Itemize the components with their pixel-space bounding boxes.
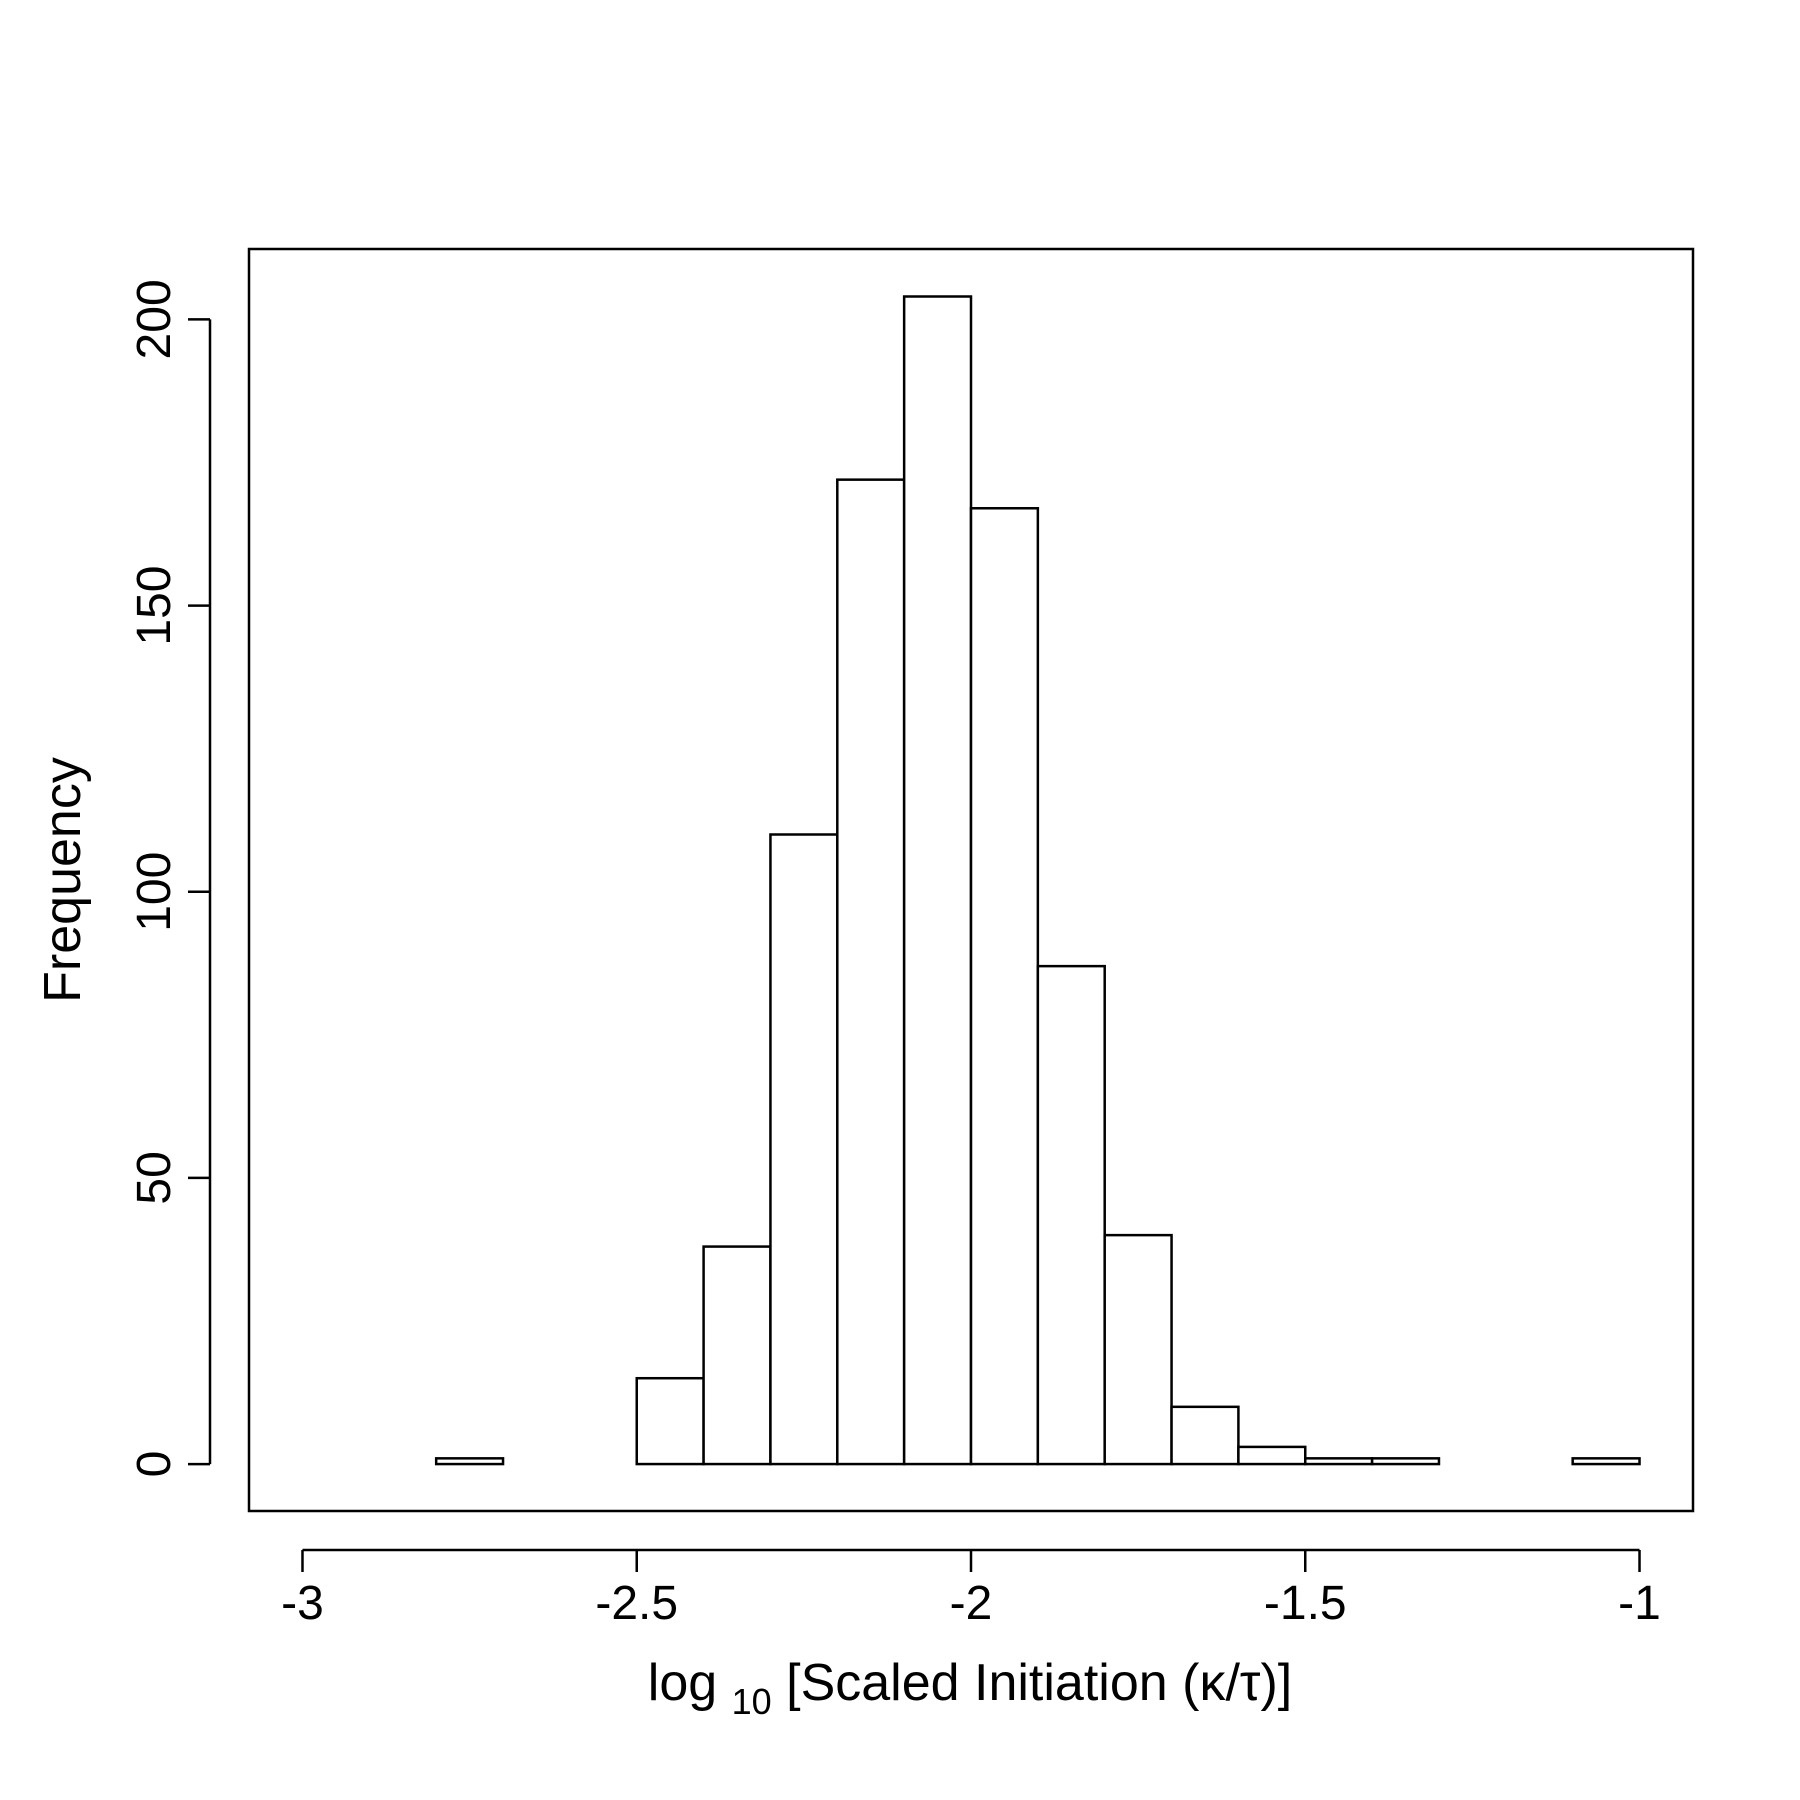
x-axis-title-subscript: 10 — [732, 1681, 772, 1722]
histogram-bar — [702, 1245, 772, 1466]
histogram-bar — [1304, 1457, 1374, 1466]
y-tick-label: 200 — [128, 279, 181, 359]
histogram-bar — [1237, 1445, 1307, 1466]
histogram-bar — [1103, 1233, 1173, 1466]
x-tick-label: -2 — [950, 1577, 993, 1630]
histogram-bar — [1036, 964, 1106, 1466]
histogram-bar — [836, 478, 906, 1466]
plot-frame — [247, 247, 1695, 1513]
histogram-bar — [769, 833, 839, 1466]
x-tick-label: -3 — [281, 1577, 324, 1630]
histogram-bar — [635, 1376, 705, 1466]
x-axis: -3 -2.5 -2 -1.5 -1 — [281, 1548, 1661, 1630]
x-axis-title: log 10 [Scaled Initiation (κ/τ)] — [648, 1654, 1292, 1722]
histogram-bar — [902, 295, 973, 1466]
y-tick-label: 100 — [128, 852, 181, 932]
x-tick-label: -1 — [1618, 1577, 1661, 1630]
y-tick-label: 150 — [128, 566, 181, 646]
y-axis: 0 50 100 150 200 — [128, 279, 212, 1478]
histogram-bar — [1370, 1457, 1441, 1466]
x-tick-label: -2.5 — [595, 1577, 678, 1630]
y-tick-label: 50 — [128, 1151, 181, 1204]
histogram-bar — [434, 1457, 505, 1466]
histogram-bar — [969, 507, 1040, 1466]
y-axis-title: Frequency — [34, 757, 92, 1003]
x-tick-label: -1.5 — [1264, 1577, 1347, 1630]
x-axis-title-prefix: log — [648, 1654, 717, 1712]
y-tick-label: 0 — [128, 1451, 181, 1478]
x-axis-title-suffix: [Scaled Initiation (κ/τ)] — [786, 1654, 1292, 1712]
histogram-bar — [1571, 1457, 1641, 1466]
histogram-bars — [434, 295, 1641, 1466]
histogram-bar — [1170, 1405, 1240, 1466]
